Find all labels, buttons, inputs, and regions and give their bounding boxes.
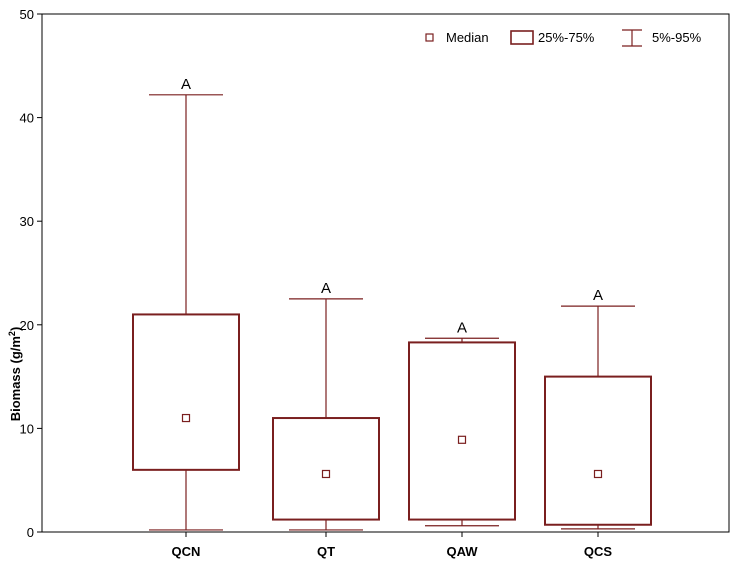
plot-frame [41,13,730,533]
box-group-qt: A [272,280,380,531]
box-group-qaw: A [408,319,516,527]
box-group-qcn: A [132,76,240,531]
x-tick-label-qcs: QCS [584,544,613,559]
y-axis-label-main: Biomass (g/m [8,336,23,421]
legend-whisker-label: 5%-95% [652,30,702,45]
median-marker [181,413,191,423]
legend-box-swatch [510,30,534,45]
significance-letter: A [321,280,331,297]
x-tick-label-qcn: QCN [172,544,201,559]
y-axis-label: Biomass (g/m2) [7,327,23,422]
iqr-box [272,417,380,521]
box-group-qcs: A [544,287,652,530]
x-tick-label-qaw: QAW [446,544,478,559]
median-marker [321,469,331,479]
significance-letter: A [593,287,603,304]
axes-layer: 0 10 20 30 40 50 QCN QT QAW QCS [20,7,730,559]
iqr-box [132,313,240,471]
y-axis-label-suffix: ) [8,327,23,331]
legend-median-marker [425,33,434,42]
significance-letter: A [181,76,191,93]
y-tick-label-10: 10 [20,421,34,436]
boxes-layer: A A A A [132,76,652,531]
y-tick-label-20: 20 [20,318,34,333]
iqr-box [408,341,516,521]
median-marker [457,435,467,444]
legend-median-label: Median [446,30,489,45]
legend: Median 25%-75% 5%-95% [425,29,702,47]
y-tick-label-0: 0 [27,525,34,540]
significance-letter: A [457,319,467,336]
x-tick-label-qt: QT [317,544,335,559]
iqr-box [544,375,652,526]
legend-box-label: 25%-75% [538,30,595,45]
y-tick-label-30: 30 [20,214,34,229]
y-tick-label-50: 50 [20,7,34,22]
y-axis-label-superscript: 2 [7,331,17,336]
median-marker [593,469,603,479]
y-tick-label-40: 40 [20,111,34,126]
